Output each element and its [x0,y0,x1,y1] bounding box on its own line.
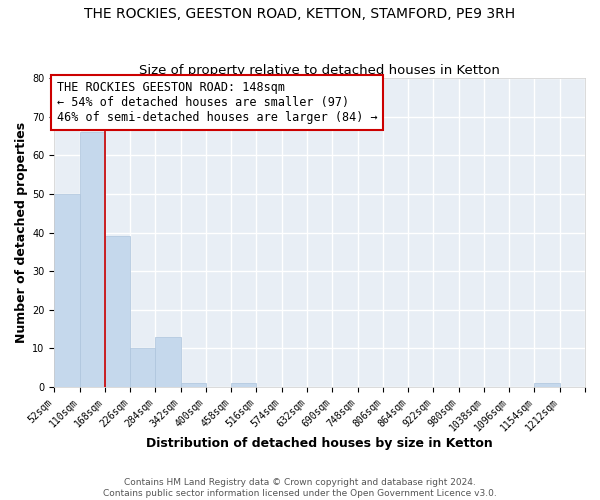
Bar [54,194,80,387]
Bar [231,383,256,387]
Bar [80,132,105,387]
X-axis label: Distribution of detached houses by size in Ketton: Distribution of detached houses by size … [146,437,493,450]
Text: Contains HM Land Registry data © Crown copyright and database right 2024.
Contai: Contains HM Land Registry data © Crown c… [103,478,497,498]
Bar [155,337,181,387]
Bar [181,383,206,387]
Bar [130,348,155,387]
Bar [105,236,130,387]
Text: THE ROCKIES, GEESTON ROAD, KETTON, STAMFORD, PE9 3RH: THE ROCKIES, GEESTON ROAD, KETTON, STAMF… [85,8,515,22]
Bar [535,383,560,387]
Y-axis label: Number of detached properties: Number of detached properties [15,122,28,343]
Title: Size of property relative to detached houses in Ketton: Size of property relative to detached ho… [139,64,500,77]
Text: THE ROCKIES GEESTON ROAD: 148sqm
← 54% of detached houses are smaller (97)
46% o: THE ROCKIES GEESTON ROAD: 148sqm ← 54% o… [57,82,377,124]
